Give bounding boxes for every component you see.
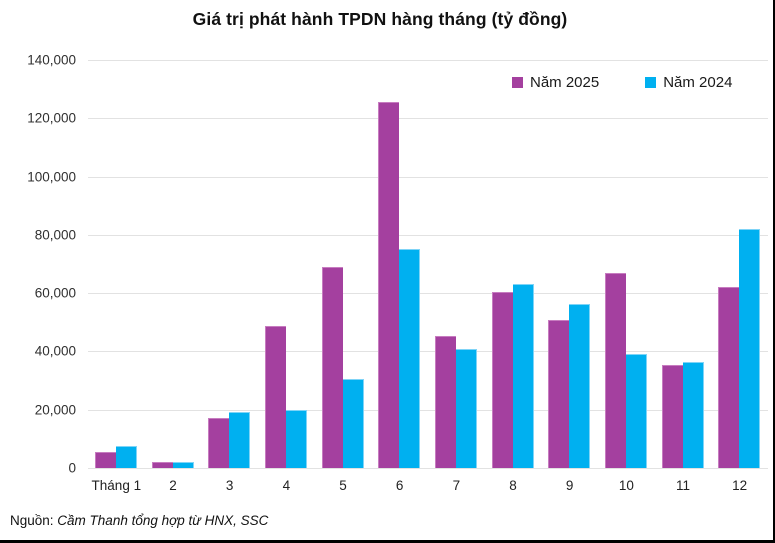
bar-month-6-năm-2024 xyxy=(399,249,421,468)
x-axis-tick-label: 6 xyxy=(395,478,404,493)
y-axis-tick-label: 140,000 xyxy=(27,52,76,68)
x-axis-tick-label: 4 xyxy=(282,478,291,493)
bar-month-9-năm-2025 xyxy=(548,320,570,468)
bar-month-12-năm-2025 xyxy=(718,287,740,468)
bar-month-3-năm-2025 xyxy=(208,418,230,468)
source-note: Nguồn: Cầm Thanh tổng hợp từ HNX, SSC xyxy=(10,513,268,528)
chart-legend: Năm 2025 Năm 2024 xyxy=(512,74,732,91)
bar-month-6-năm-2025 xyxy=(378,102,400,468)
bar-month-8-năm-2024 xyxy=(512,284,534,468)
y-axis-tick-label: 0 xyxy=(68,460,76,476)
x-axis-tick-label: 9 xyxy=(565,478,574,493)
x-axis-tick-label: 5 xyxy=(339,478,347,493)
bar-month-1-năm-2024 xyxy=(116,446,137,468)
gridline-y-40000 xyxy=(88,351,768,353)
x-axis-tick-label: 11 xyxy=(675,478,690,493)
x-axis-tick-label: 7 xyxy=(452,478,461,493)
y-axis-tick-label: 80,000 xyxy=(34,227,76,243)
x-axis-tick-label: 2 xyxy=(169,478,177,493)
bar-month-5-năm-2024 xyxy=(342,379,364,468)
source-prefix: Nguồn: xyxy=(10,513,58,528)
bar-month-12-năm-2024 xyxy=(739,229,761,468)
bar-month-2-năm-2025 xyxy=(151,462,173,468)
bar-month-4-năm-2025 xyxy=(265,326,286,468)
bar-month-1-năm-2025 xyxy=(95,452,116,468)
x-axis-tick-label: 8 xyxy=(509,478,517,493)
gridline-y-20000 xyxy=(88,409,768,411)
gridline-y-120000 xyxy=(88,118,768,120)
bar-month-3-năm-2024 xyxy=(229,412,251,468)
bar-month-2-năm-2024 xyxy=(172,462,194,468)
gridline-y-140000 xyxy=(88,60,768,61)
y-axis-tick-label: 100,000 xyxy=(27,169,76,185)
source-text: Cầm Thanh tổng hợp từ HNX, SSC xyxy=(57,513,269,528)
plot-area xyxy=(88,60,768,469)
gridline-y-80000 xyxy=(88,234,768,236)
bar-month-11-năm-2024 xyxy=(682,362,704,468)
bar-month-11-năm-2025 xyxy=(661,365,683,468)
y-axis-tick-label: 60,000 xyxy=(34,285,76,301)
x-axis-tick-label: 3 xyxy=(225,478,234,493)
bar-month-10-năm-2025 xyxy=(605,273,626,468)
x-axis-tick-label: Tháng 1 xyxy=(91,478,142,493)
bar-month-10-năm-2024 xyxy=(626,354,647,468)
bar-month-8-năm-2025 xyxy=(491,292,513,468)
legend-item-năm-2025: Năm 2025 xyxy=(512,74,599,91)
bar-month-5-năm-2025 xyxy=(321,267,343,468)
chart-title: Giá trị phát hành TPDN hàng tháng (tỷ đồ… xyxy=(192,9,568,29)
legend-label: Năm 2024 xyxy=(663,74,733,91)
legend-item-năm-2024: Năm 2024 xyxy=(645,74,732,91)
legend-swatch-icon xyxy=(645,77,657,88)
bar-month-4-năm-2024 xyxy=(286,410,307,468)
y-axis-tick-label: 40,000 xyxy=(34,343,76,359)
x-axis-tick-label: 12 xyxy=(732,478,748,493)
x-axis-tick-label: 10 xyxy=(618,478,634,493)
gridline-y-0 xyxy=(88,468,768,469)
y-axis-tick-label: 20,000 xyxy=(34,402,76,418)
legend-label: Năm 2025 xyxy=(530,74,600,91)
legend-swatch-icon xyxy=(512,77,523,88)
gridline-y-60000 xyxy=(88,293,768,295)
bar-month-9-năm-2024 xyxy=(569,304,591,468)
bar-month-7-năm-2025 xyxy=(435,336,456,468)
bar-month-7-năm-2024 xyxy=(456,349,477,468)
gridline-y-100000 xyxy=(88,176,768,178)
y-axis-tick-label: 120,000 xyxy=(27,110,76,126)
